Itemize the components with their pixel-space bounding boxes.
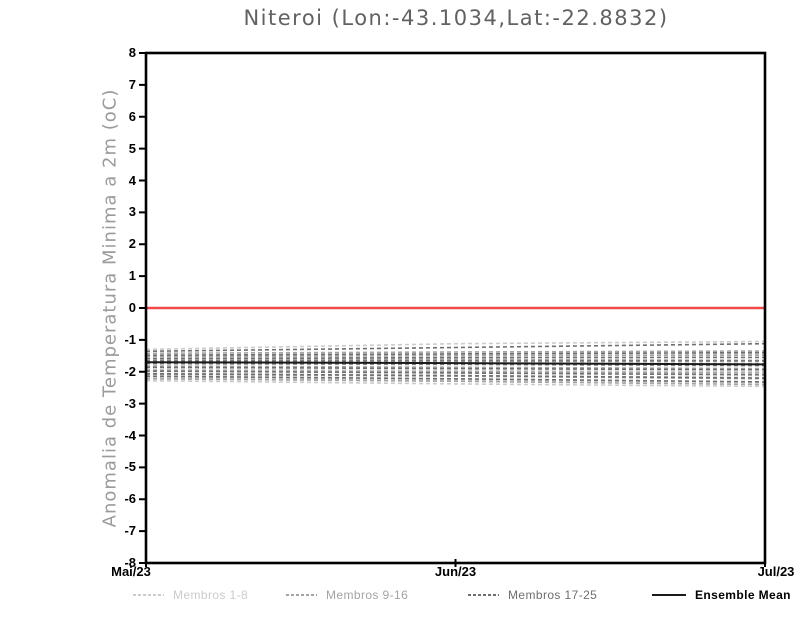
ensemble-member-line — [145, 378, 766, 386]
y-tick-label: -5 — [124, 459, 136, 475]
x-tick-label: Mai/23 — [111, 564, 151, 579]
dashed-line-swatch — [468, 594, 499, 596]
legend-item-membros-9-16: Membros 9-16 — [286, 587, 408, 603]
ensemble-member-line — [145, 356, 766, 360]
y-tick-label: 0 — [128, 300, 136, 315]
legend-item-ensemble-mean: Ensemble Mean — [652, 587, 791, 603]
ensemble-member-line — [145, 379, 766, 388]
ensemble-member-line — [145, 351, 766, 357]
y-tick-label: 1 — [128, 268, 136, 284]
legend-label: Ensemble Mean — [695, 588, 791, 602]
plot-frame — [144, 51, 767, 565]
ensemble-member-line — [145, 368, 766, 373]
x-tick-label: Jun/23 — [434, 564, 477, 579]
ensemble-member-line — [145, 366, 766, 371]
y-tick-label: 7 — [128, 76, 136, 92]
y-tick-label: -1 — [124, 331, 136, 347]
ensemble-member-line — [145, 340, 766, 351]
ensemble-member-line — [145, 350, 766, 355]
y-tick-label: -8 — [124, 555, 136, 570]
ensemble-member-line — [145, 369, 766, 374]
y-tick-label: -3 — [124, 395, 136, 411]
legend-item-membros-1-8: Membros 1-8 — [133, 587, 248, 603]
y-tick-label: -2 — [124, 363, 136, 379]
ensemble-member-line — [145, 370, 766, 376]
ensemble-member-line — [145, 365, 766, 370]
y-tick-label: -6 — [124, 491, 136, 507]
y-tick-label: 6 — [128, 108, 136, 124]
ensemble-member-line — [145, 375, 766, 383]
ensemble-member-line — [145, 358, 766, 362]
ensemble-member-line — [145, 372, 766, 379]
dashed-line-swatch — [286, 594, 317, 596]
y-tick-label: 8 — [128, 45, 136, 60]
x-tick-label: Jul/23 — [757, 564, 795, 579]
y-tick-label: 5 — [128, 140, 136, 156]
solid-line-swatch — [652, 594, 686, 596]
ensemble-member-line — [145, 354, 766, 358]
y-tick-label: 2 — [128, 236, 136, 252]
ensemble-member-line — [145, 342, 766, 353]
legend-label: Membros 17-25 — [508, 588, 598, 602]
legend-label: Membros 9-16 — [326, 588, 409, 602]
dashed-line-swatch — [133, 594, 164, 596]
ensemble-mean-line — [145, 361, 766, 366]
y-tick-label: 3 — [128, 204, 136, 220]
legend-label: Membros 1-8 — [173, 588, 249, 602]
ensemble-member-line — [145, 376, 766, 384]
legend-item-membros-17-25: Membros 17-25 — [468, 587, 597, 603]
legend: Membros 1-8 Membros 9-16 Membros 17-25 Ense… — [0, 587, 800, 607]
y-tick-label: -7 — [124, 523, 136, 539]
chart-title: Niteroi (Lon:-43.1034,Lat:-22.8832) — [243, 6, 669, 30]
y-tick-label: 4 — [128, 172, 136, 188]
y-tick-label: -4 — [124, 427, 136, 443]
